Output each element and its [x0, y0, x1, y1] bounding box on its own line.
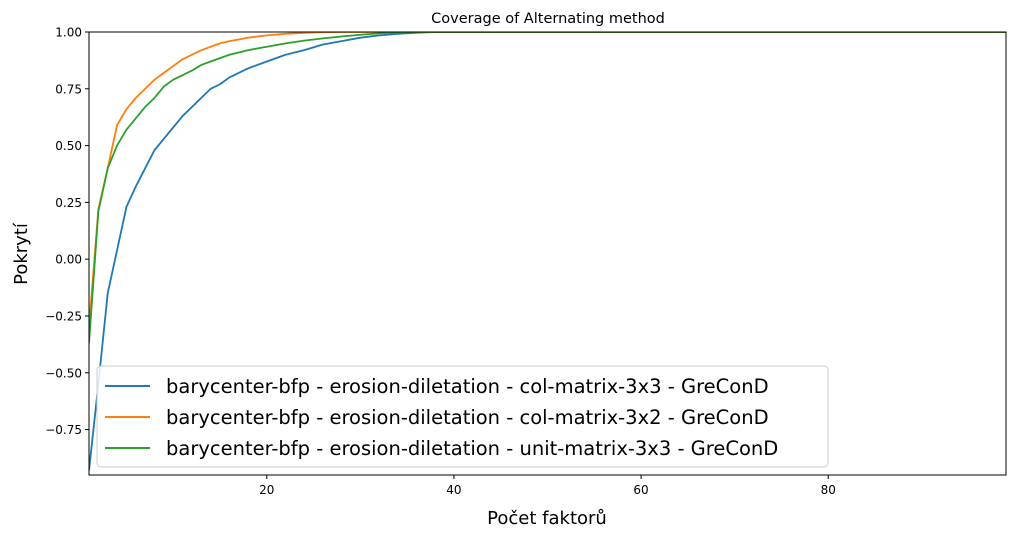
series-line-2: [89, 32, 1006, 328]
legend-label-1: barycenter-bfp - erosion-diletation - co…: [166, 375, 769, 398]
legend-label-2: barycenter-bfp - erosion-diletation - co…: [166, 406, 769, 429]
y-tick-label: 0.25: [55, 196, 82, 210]
y-axis-label: Pokrytí: [11, 222, 32, 285]
series-line-1: [89, 32, 1006, 471]
y-tick-label: −0.50: [45, 366, 82, 380]
x-tick-label: 40: [446, 483, 461, 497]
y-axis: 1.00 0.75 0.50 0.25 0.00 −0.25 −0.50 −0.75: [45, 26, 89, 437]
legend-label-3: barycenter-bfp - erosion-diletation - un…: [166, 437, 778, 460]
y-tick-label: 0.00: [55, 253, 82, 267]
plot-area-frame: [88, 31, 1007, 476]
legend: barycenter-bfp - erosion-diletation - co…: [96, 365, 829, 468]
legend-box: [96, 365, 829, 468]
x-axis: 20 40 60 80: [259, 475, 836, 497]
y-tick-label: −0.75: [45, 423, 82, 437]
y-tick-label: −0.25: [45, 309, 82, 323]
chart-title: Coverage of Alternating method: [431, 11, 665, 27]
y-tick-label: 0.75: [55, 82, 82, 96]
series-layer: [89, 32, 1006, 471]
x-axis-label: Počet faktorů: [487, 508, 607, 529]
series-line-3: [89, 32, 1006, 344]
y-tick-label: 1.00: [55, 26, 82, 40]
x-tick-label: 80: [821, 483, 836, 497]
x-tick-label: 60: [633, 483, 648, 497]
y-tick-label: 0.50: [55, 139, 82, 153]
x-tick-label: 20: [259, 483, 274, 497]
